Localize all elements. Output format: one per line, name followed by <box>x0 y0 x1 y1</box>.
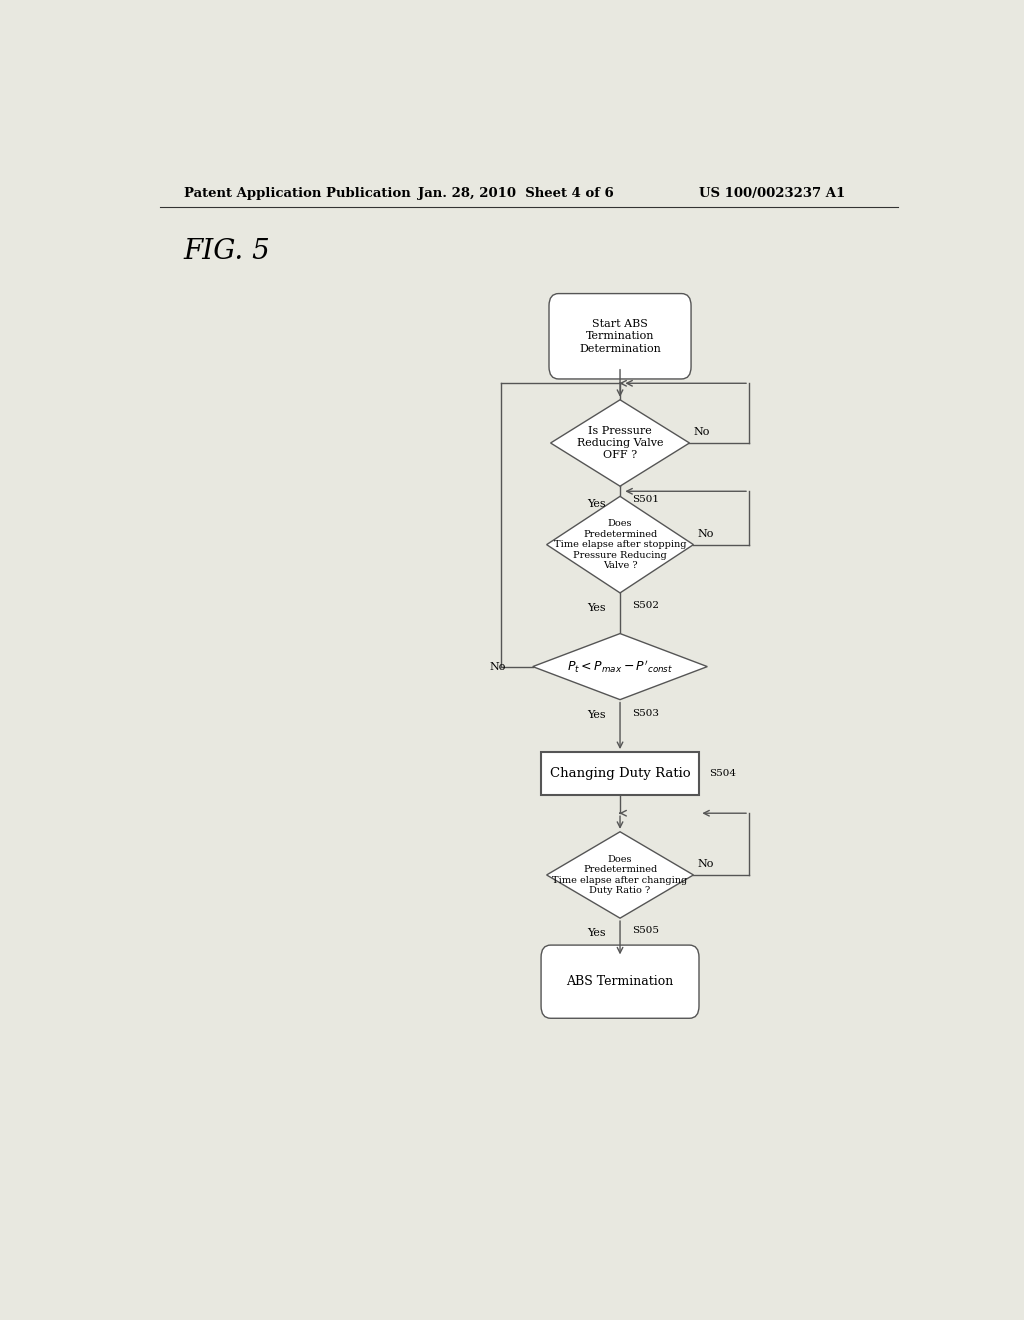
Text: No: No <box>693 426 710 437</box>
Text: Does
Predetermined
Time elapse after stopping
Pressure Reducing
Valve ?: Does Predetermined Time elapse after sto… <box>554 519 686 570</box>
Text: Yes: Yes <box>587 928 605 939</box>
Text: US 100/0023237 A1: US 100/0023237 A1 <box>699 187 846 201</box>
Text: FIG. 5: FIG. 5 <box>183 239 270 265</box>
Text: Jan. 28, 2010  Sheet 4 of 6: Jan. 28, 2010 Sheet 4 of 6 <box>418 187 613 201</box>
Text: No: No <box>697 859 714 869</box>
Text: Yes: Yes <box>587 710 605 719</box>
Text: Patent Application Publication: Patent Application Publication <box>183 187 411 201</box>
Text: Changing Duty Ratio: Changing Duty Ratio <box>550 767 690 780</box>
Bar <box>541 752 699 795</box>
Polygon shape <box>547 496 693 593</box>
Text: No: No <box>697 528 714 539</box>
Text: S504: S504 <box>709 768 736 777</box>
FancyBboxPatch shape <box>549 293 691 379</box>
Text: ABS Termination: ABS Termination <box>566 975 674 989</box>
Text: Does
Predetermined
Time elapse after changing
Duty Ratio ?: Does Predetermined Time elapse after cha… <box>552 855 688 895</box>
Text: No: No <box>489 661 506 672</box>
Polygon shape <box>551 400 689 486</box>
Text: S505: S505 <box>632 927 658 936</box>
Text: $P_t < P_{max} - P'_{const}$: $P_t < P_{max} - P'_{const}$ <box>567 659 673 675</box>
Text: S503: S503 <box>632 709 658 718</box>
Text: Yes: Yes <box>587 499 605 508</box>
Text: S502: S502 <box>632 601 658 610</box>
Text: Yes: Yes <box>587 603 605 614</box>
Text: Start ABS
Termination
Determination: Start ABS Termination Determination <box>580 319 660 354</box>
FancyBboxPatch shape <box>541 945 699 1018</box>
Polygon shape <box>532 634 708 700</box>
Polygon shape <box>547 832 693 919</box>
Text: S501: S501 <box>632 495 658 504</box>
Text: Is Pressure
Reducing Valve
OFF ?: Is Pressure Reducing Valve OFF ? <box>577 426 664 459</box>
